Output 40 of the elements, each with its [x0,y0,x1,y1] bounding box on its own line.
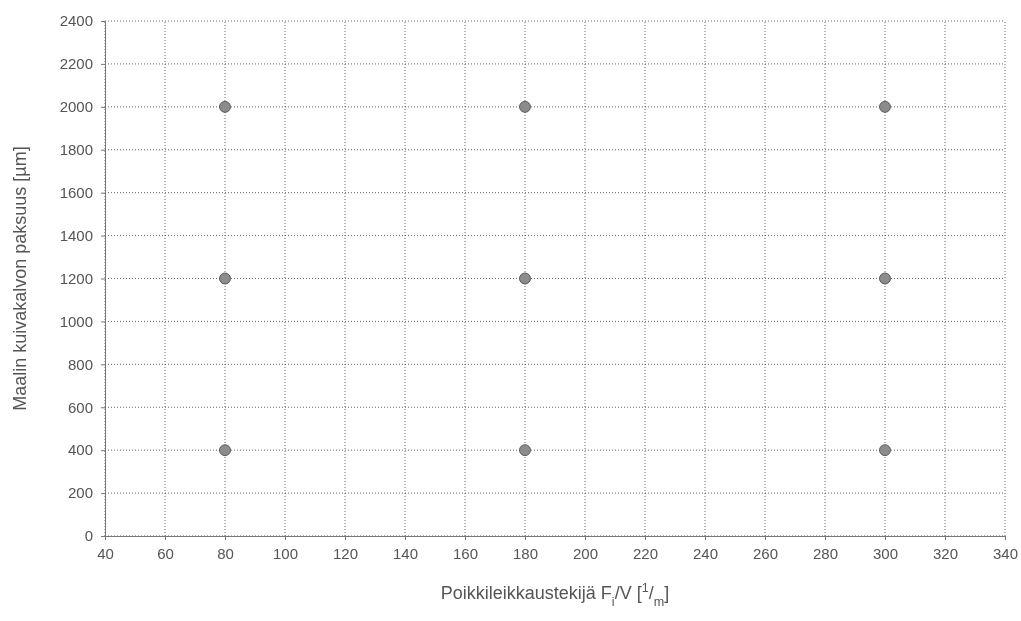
point [879,272,891,285]
y-tick-label: 1400 [59,226,93,244]
y-tick-label: 400 [67,441,93,459]
x-tick-label: 340 [992,544,1019,562]
point [219,444,231,457]
x-tick-label: 140 [392,544,419,562]
y-tick-label: 2400 [59,12,93,30]
y-tick-label: 600 [67,398,93,416]
y-tick-label: 2000 [59,98,93,116]
x-tick-label: 180 [512,544,539,562]
y-axis-title: Maalin kuivakalvon paksuus [µm] [10,146,30,411]
x-tick-label: 260 [752,544,779,562]
x-tick-label: 160 [452,544,479,562]
point [219,100,231,113]
y-tick-label: 1000 [59,312,93,330]
x-tick-label: 80 [217,544,234,562]
x-tick-label: 240 [692,544,719,562]
point [519,444,531,457]
y-tick-label: 2200 [59,55,93,73]
point [219,272,231,285]
point [879,100,891,113]
y-tick-label: 1600 [59,183,93,201]
point [519,100,531,113]
point [519,272,531,285]
x-tick-label: 300 [872,544,899,562]
x-tick-label: 320 [932,544,959,562]
y-tick-label: 1200 [59,269,93,287]
x-tick-label: 220 [632,544,659,562]
x-tick-label: 40 [97,544,114,562]
y-tick-label: 200 [67,484,93,502]
x-tick-label: 200 [572,544,599,562]
x-axis-title: Poikkileikkaustekijä F$_{i}$/V [$^{1}$/$_{m}$] [440,581,670,609]
x-tick-label: 280 [812,544,839,562]
x-tick-label: 120 [332,544,359,562]
y-tick-label: 1800 [59,141,93,159]
point [879,444,891,457]
y-tick-label: 800 [67,355,93,373]
x-tick-label: 60 [157,544,174,562]
y-tick-label: 0 [84,527,93,545]
x-tick-label: 100 [272,544,299,562]
